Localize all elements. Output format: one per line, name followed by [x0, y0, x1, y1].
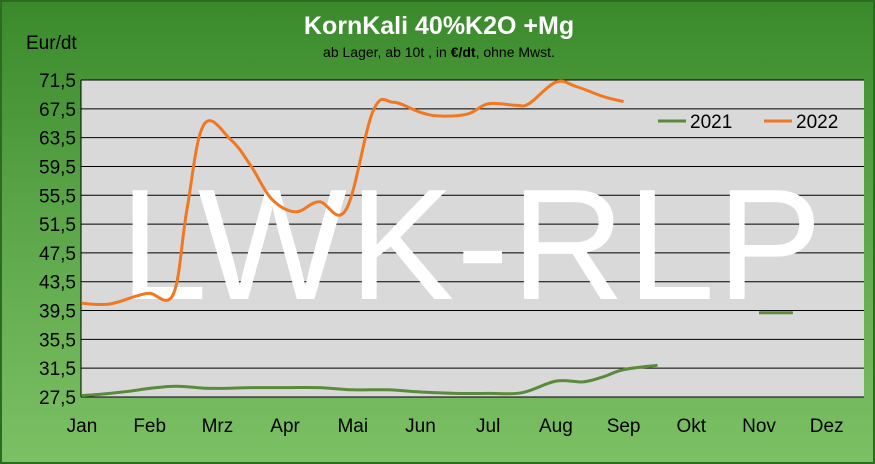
x-tick-label: Dez — [810, 416, 844, 437]
y-tick-label: 71,5 — [39, 71, 76, 92]
series-line-2021 — [81, 363, 658, 398]
x-tick-label: Aug — [539, 416, 573, 437]
y-tick-label: 51,5 — [39, 215, 76, 236]
watermark: LWK-RLP — [120, 157, 825, 333]
y-tick-label: 31,5 — [39, 359, 76, 380]
y-tick-label: 43,5 — [39, 273, 76, 294]
x-tick-label: Feb — [133, 416, 166, 437]
legend-label-2021: 2021 — [690, 112, 732, 133]
plot-area — [81, 80, 864, 397]
x-tick-label: Apr — [270, 416, 300, 437]
x-tick-label: Jun — [405, 416, 436, 437]
y-tick-label: 59,5 — [39, 157, 76, 178]
y-tick-label: 39,5 — [39, 302, 76, 323]
y-tick-label: 67,5 — [39, 100, 76, 121]
y-tick-label: 63,5 — [39, 129, 76, 150]
y-tick-label: 27,5 — [39, 388, 76, 409]
x-tick-label: Mrz — [202, 416, 234, 437]
x-tick-label: Mai — [337, 416, 368, 437]
subtitle-part-1: ab Lager, ab 10t , in — [323, 44, 451, 60]
x-tick-label: Jul — [476, 416, 500, 437]
x-tick-label: Nov — [742, 416, 776, 437]
gridlines — [80, 79, 864, 398]
y-tick-label: 55,5 — [39, 186, 76, 207]
x-tick-labels: Jan Feb Mrz Apr Mai Jun Jul Aug Sep Okt Nov Dez — [67, 416, 844, 437]
x-tick-label: Sep — [607, 416, 641, 437]
y-tick-labels: 27,5 31,5 35,5 39,5 43,5 47,5 51,5 55,5 59,5 63,5… — [39, 71, 76, 409]
x-tick-label: Jan — [67, 416, 98, 437]
legend: 2021 2022 — [658, 112, 838, 133]
y-axis-unit: Eur/dt — [26, 33, 77, 54]
x-tick-label: Okt — [677, 416, 707, 437]
legend-label-2022: 2022 — [796, 112, 838, 133]
series-line-2022 — [81, 79, 624, 307]
y-tick-label: 47,5 — [39, 244, 76, 265]
series-layer — [81, 79, 793, 398]
chart-subtitle: ab Lager, ab 10t , in €/dt, ohne Mwst. — [323, 44, 555, 60]
chart-title: KornKali 40%K2O +Mg — [304, 12, 574, 40]
subtitle-part-3: , ohne Mwst. — [476, 44, 555, 60]
y-tick-label: 35,5 — [39, 330, 76, 351]
subtitle-part-2: €/dt — [451, 44, 476, 60]
